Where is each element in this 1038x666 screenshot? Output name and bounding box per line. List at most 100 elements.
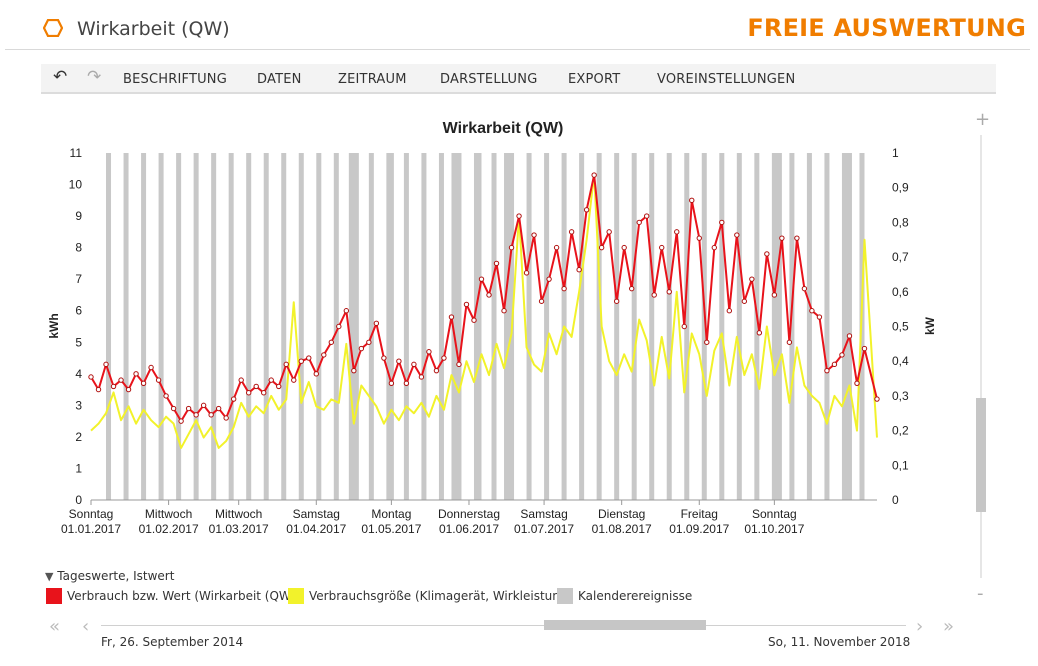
- calendar-event-band: [824, 153, 830, 500]
- calendar-event-band: [596, 153, 602, 500]
- calendar-event-band: [579, 153, 585, 500]
- x-tick-day-label: Mittwoch: [215, 507, 262, 521]
- data-point: [223, 415, 229, 421]
- navigator-range-handle[interactable]: [544, 620, 706, 630]
- data-point: [208, 412, 214, 418]
- vertical-scroll-thumb[interactable]: [976, 398, 986, 512]
- calendar-event-band: [193, 153, 199, 500]
- data-point: [298, 358, 304, 364]
- data-point: [824, 367, 830, 374]
- y-right-tick-label: 0: [892, 493, 899, 507]
- calendar-event-band: [123, 153, 129, 500]
- data-point: [88, 374, 94, 380]
- data-point: [794, 235, 800, 241]
- hexagon-logo-icon: [43, 19, 63, 37]
- calendar-event-band: [438, 153, 444, 500]
- calendar-event-band: [544, 153, 550, 500]
- data-point: [861, 345, 868, 352]
- y-axis-right-label: kW: [923, 316, 937, 335]
- y-right-tick-label: 0,3: [892, 389, 909, 403]
- data-point: [553, 244, 560, 251]
- data-point: [538, 298, 545, 304]
- y-right-tick-label: 0,7: [892, 250, 909, 264]
- data-point: [546, 276, 552, 282]
- calendar-event-band: [473, 153, 482, 500]
- x-tick-date-label: 01.06.2017: [439, 522, 499, 536]
- calendar-event-band: [368, 153, 374, 500]
- data-point: [351, 367, 357, 374]
- navigator-next-icon[interactable]: ›: [916, 616, 924, 637]
- data-point: [463, 301, 470, 308]
- y-left-tick-label: 3: [75, 398, 82, 412]
- x-tick-day-label: Mittwoch: [145, 507, 192, 521]
- data-point: [426, 349, 432, 355]
- data-point: [734, 232, 740, 238]
- data-point: [336, 323, 342, 330]
- data-point: [839, 352, 845, 358]
- calendar-event-band: [263, 153, 269, 500]
- chart-svg: Wirkarbeit (QW) 0 1 2 3 4 5 6 7 8 9 10 11 0 0,1 0,2 0,3…: [47, 120, 937, 536]
- data-point: [636, 219, 642, 226]
- data-point: [613, 298, 620, 304]
- data-point: [261, 390, 267, 396]
- navigator-prev-icon[interactable]: ‹: [82, 616, 90, 637]
- data-point: [328, 339, 335, 345]
- menu-export[interactable]: EXPORT: [568, 72, 621, 87]
- page-header: Wirkarbeit (QW) FREIE AUSWERTUNG: [5, 5, 1030, 50]
- x-tick-date-label: 01.03.2017: [209, 522, 269, 536]
- menu-voreinstellungen[interactable]: VOREINSTELLUNGEN: [657, 72, 796, 87]
- data-point: [561, 285, 567, 292]
- data-point: [253, 383, 259, 390]
- menu-zeitraum[interactable]: ZEITRAUM: [338, 72, 407, 87]
- data-point: [493, 260, 500, 267]
- y-left-tick-label: 9: [75, 209, 82, 223]
- section-brand-title: FREIE AUSWERTUNG: [747, 14, 1026, 42]
- data-point: [313, 371, 319, 377]
- menu-daten[interactable]: DATEN: [257, 72, 302, 87]
- y-right-tick-label: 0,9: [892, 181, 909, 195]
- data-point: [674, 229, 680, 235]
- zoom-in-icon[interactable]: +: [975, 109, 991, 130]
- redo-arrow-icon[interactable]: ↷: [87, 67, 102, 87]
- navigator-first-icon[interactable]: «: [49, 616, 61, 637]
- data-point: [644, 213, 650, 219]
- undo-arrow-icon[interactable]: ↶: [53, 67, 68, 87]
- menu-darstellung[interactable]: DARSTELLUNG: [440, 72, 538, 87]
- navigator-last-icon[interactable]: »: [943, 616, 955, 637]
- data-point: [291, 377, 297, 383]
- data-point: [651, 292, 657, 298]
- calendar-event-band: [403, 153, 409, 500]
- calendar-event-band: [504, 153, 515, 500]
- x-tick-date-label: 01.04.2017: [286, 522, 346, 536]
- data-point: [133, 371, 139, 377]
- calendar-event-band: [754, 153, 760, 500]
- data-point: [846, 333, 853, 339]
- data-point: [711, 244, 717, 251]
- x-tick-day-label: Montag: [371, 507, 411, 521]
- data-point: [523, 270, 530, 276]
- x-tick-date-label: 01.10.2017: [744, 522, 804, 536]
- data-point: [381, 355, 387, 361]
- data-point: [471, 317, 477, 323]
- legend-toggle[interactable]: ▼ Tageswerte, Istwert: [45, 569, 174, 583]
- calendar-event-band: [806, 153, 812, 500]
- data-point: [854, 380, 860, 386]
- calendar-event-band: [666, 153, 672, 500]
- data-point: [178, 418, 184, 424]
- calendar-event-band: [298, 153, 304, 500]
- menu-beschriftung[interactable]: BESCHRIFTUNG: [123, 72, 228, 87]
- navigator-track[interactable]: [101, 625, 906, 626]
- data-point: [689, 197, 695, 204]
- data-point: [441, 355, 447, 361]
- vertical-scroll-track[interactable]: [980, 135, 982, 578]
- data-point: [779, 235, 785, 241]
- calendar-event-band: [491, 153, 497, 500]
- y-left-tick-label: 7: [75, 272, 82, 286]
- legend-swatch-gray: [557, 588, 573, 604]
- x-tick-day-label: Donnerstag: [438, 507, 500, 521]
- data-point: [433, 367, 440, 374]
- x-tick-day-label: Samstag: [293, 507, 340, 521]
- zoom-out-icon[interactable]: -: [977, 583, 984, 604]
- series-line: [90, 172, 878, 449]
- data-point: [719, 219, 725, 226]
